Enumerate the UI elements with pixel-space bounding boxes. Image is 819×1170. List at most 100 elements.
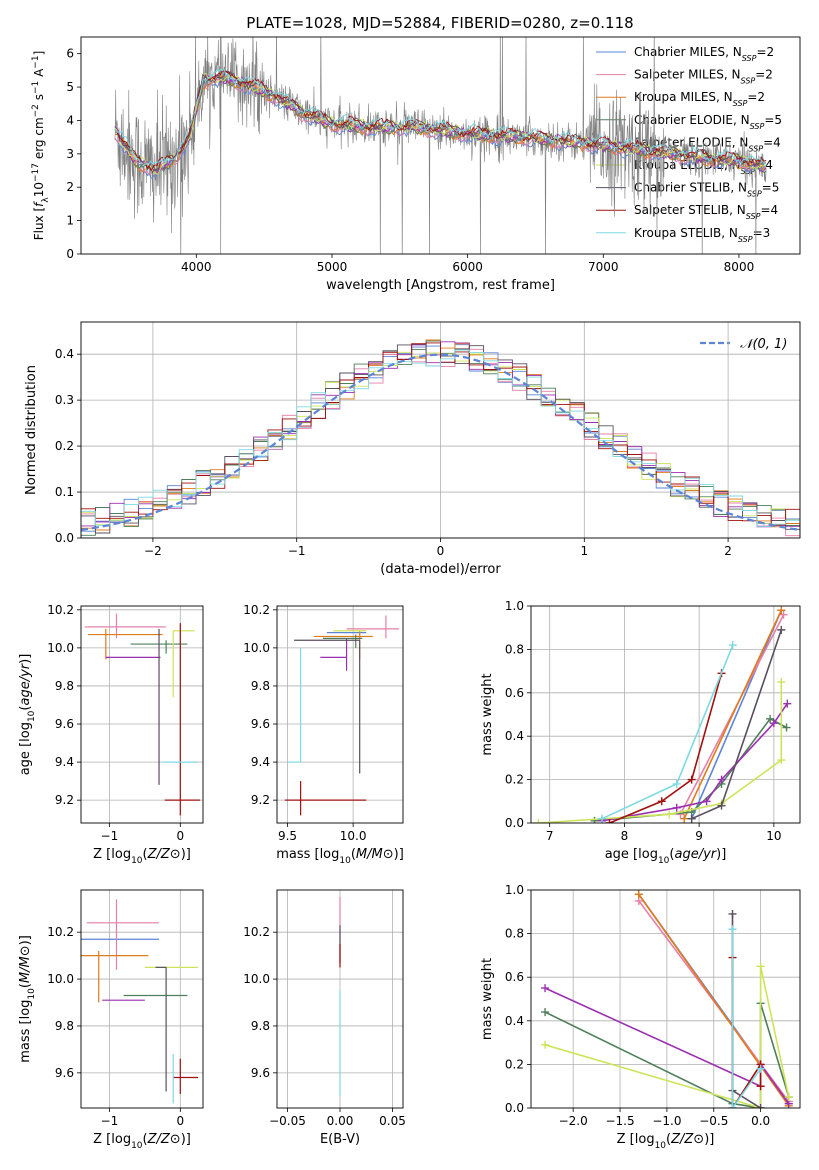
plot-area-age-vs-mass: [277, 606, 403, 823]
y-tick-label: 0.1: [55, 485, 74, 499]
x-tick-label: −2.0: [559, 1114, 588, 1128]
marker-ks: [756, 1064, 765, 1073]
y-tick-label: 9.6: [55, 1066, 74, 1080]
x-tick-label: 5000: [317, 260, 348, 274]
x-tick-label: 9: [695, 829, 703, 843]
x-tick-label: −1: [288, 544, 306, 558]
y-tick-label: 0.2: [505, 1057, 524, 1071]
x-tick-label: 10: [766, 829, 781, 843]
label-part: (: [18, 983, 33, 988]
label-part: =5: [764, 113, 782, 127]
marker-ks: [597, 814, 606, 823]
series-cs: [731, 914, 762, 1108]
marker-ks: [672, 779, 681, 788]
y-axis-label: Normed distribution: [24, 365, 39, 495]
label-part: Z/Z⊙: [147, 847, 181, 862]
label-part: age/yr: [674, 847, 717, 862]
x-tick-label: −1.5: [605, 1114, 634, 1128]
series-km: [638, 893, 790, 1107]
label-part: =4: [760, 203, 778, 217]
marker-se: [783, 699, 792, 708]
legend-label-cm: Chabrier MILES, NSSP=2: [634, 45, 774, 63]
y-tick-label: 0.6: [505, 970, 524, 984]
y-tick-label: 2: [66, 180, 74, 194]
legend-label-ks: Kroupa STELIB, NSSP=3: [634, 226, 770, 244]
label-part: −1: [31, 55, 41, 68]
x-tick-label: 7: [546, 829, 554, 843]
label-part: ]: [32, 51, 46, 56]
y-tick-label: 0.2: [505, 773, 524, 787]
y-tick-label: 0.0: [505, 816, 524, 830]
label-part: mass [log: [276, 847, 339, 862]
y-tick-label: 0.3: [55, 393, 74, 407]
plot-area-weight-vs-Z: [531, 890, 800, 1108]
y-tick-label: 9.8: [55, 1019, 74, 1033]
legend-label-km: Kroupa MILES, NSSP=2: [634, 90, 765, 108]
label-part: (: [18, 706, 33, 711]
normal-curve: [81, 353, 800, 531]
label-part: M/M⊙: [18, 945, 33, 983]
y-axis-label: mass [log10(M/M⊙)]: [18, 935, 37, 1063]
y-tick-label: 0: [66, 247, 74, 261]
label-part: −2: [31, 104, 41, 117]
axes-frame: [276, 605, 404, 824]
panel-mass-vs-EBV: −0.05 0.00 0.05 9.6 9.8 10.0 10.2 E(B-V): [243, 889, 406, 1147]
label-part: Salpeter MILES, N: [634, 68, 741, 82]
label-part: Z/Z⊙: [670, 1132, 704, 1147]
model-spectrum-cs: [114, 70, 767, 174]
plot-area-mass-vs-EBV: [277, 890, 403, 1108]
label-part: 10: [27, 710, 37, 722]
y-tick-label: 9.6: [251, 717, 270, 731]
y-axis-label: age [log10(age/yr)]: [18, 654, 37, 776]
y-tick-label: 3: [66, 147, 74, 161]
y-tick-label: 6: [66, 47, 74, 61]
y-tick-label: 9.8: [251, 1019, 270, 1033]
series-ce: [544, 1003, 790, 1108]
y-tick-label: 0.6: [505, 686, 524, 700]
label-part: 10: [32, 182, 46, 197]
x-tick-label: 8: [621, 829, 629, 843]
x-tick-label: 1: [580, 544, 588, 558]
series-cm: [690, 609, 783, 820]
y-tick-label: 0.0: [55, 531, 74, 545]
label-part: SSP: [748, 144, 763, 153]
marker-ke: [777, 677, 786, 686]
marker-ce: [541, 1008, 550, 1017]
x-axis-label: Z [log10(Z/Z⊙)]: [93, 1132, 191, 1151]
residual-legend: 𝒩(0, 1): [700, 337, 787, 352]
label-part: SSP: [747, 189, 762, 198]
marker-se: [702, 797, 711, 806]
label-part: λ: [41, 197, 51, 203]
panel-weight-vs-Z: −2.0 −1.5 −1.0 −0.5 0.0 0.0 0.2 0.4 0.6 0.8 1.0 Z […: [480, 883, 801, 1151]
y-tick-label: 10.2: [47, 925, 74, 939]
panel-age-vs-mass: 9.5 10.0 9.2 9.4 9.6 9.8 10.0 10.2 mass [log10(M…: [243, 603, 404, 866]
marker-ss: [687, 775, 696, 784]
marker-ss: [605, 819, 614, 823]
label-part: SSP: [746, 212, 761, 221]
x-tick-label: 7000: [588, 260, 619, 274]
label-part: =2: [755, 68, 773, 82]
label-part: −1: [31, 81, 41, 94]
model-spectrum-ss: [114, 69, 767, 171]
marker-ke: [777, 756, 786, 765]
label-part: )]: [394, 847, 404, 862]
y-tick-label: 0.2: [55, 439, 74, 453]
marker-km: [777, 606, 786, 615]
x-tick-label: 8000: [724, 260, 755, 274]
label-part: 10: [339, 856, 351, 866]
x-tick-label: 0.05: [379, 1114, 406, 1128]
panel-age-vs-Z: −1 09.29.49.69.810.010.2Z [log10(Z/Z⊙)]ag…: [18, 603, 204, 866]
label-part: Kroupa MILES, N: [634, 90, 733, 104]
label-part: SSP: [741, 76, 756, 85]
x-axis-label: mass [log10(M/M⊙)]: [276, 847, 404, 866]
marker-ks: [728, 925, 737, 934]
model-spectrum-ce: [114, 73, 767, 174]
legend-label-ce: Chabrier ELODIE, NSSP=5: [634, 113, 782, 131]
axes-frame: [80, 36, 801, 255]
y-tick-label: 1.0: [505, 883, 524, 897]
label-part: )]: [181, 1132, 191, 1147]
label-part: SSP: [733, 99, 748, 108]
observed-spectrum: [114, 37, 767, 254]
x-tick-label: −1: [101, 829, 119, 843]
